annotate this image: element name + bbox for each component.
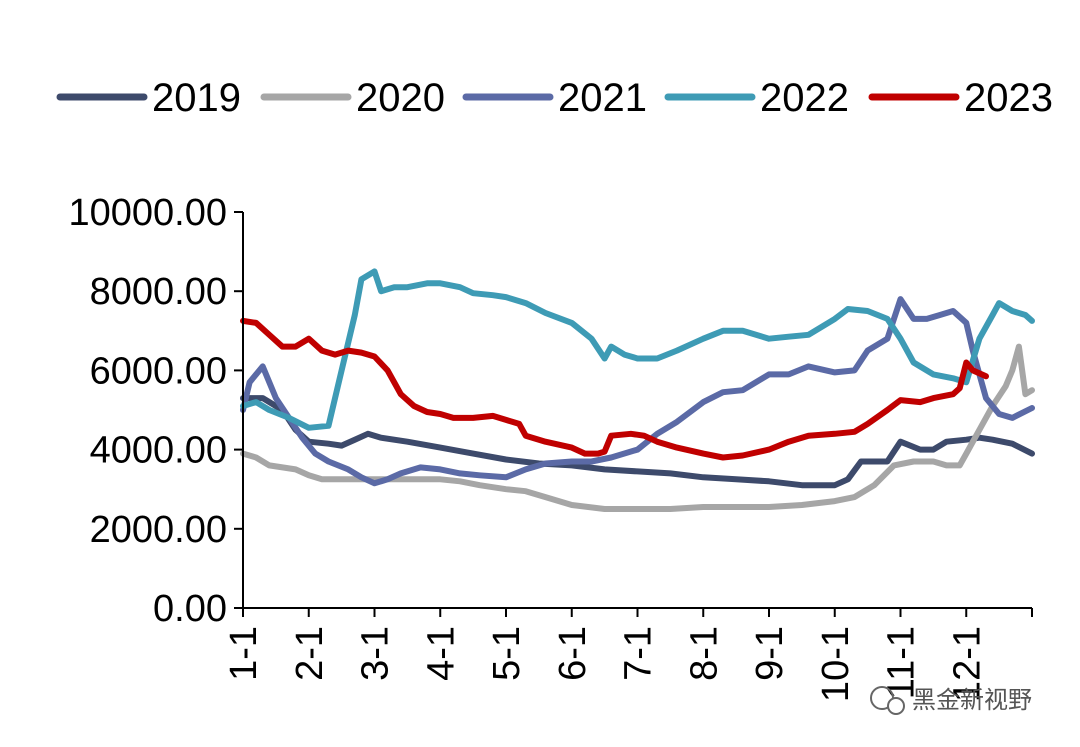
y-tick-label: 6000.00: [90, 350, 227, 392]
series-line-2021: [240, 296, 1035, 487]
watermark: 黑金新视野: [870, 686, 1032, 715]
legend-label-2019: 2019: [152, 76, 241, 120]
x-tick-label: 5-1: [486, 626, 528, 681]
y-axis-ticks: 0.00 2000.00 4000.00 6000.00 8000.00 10000.00: [69, 192, 243, 630]
x-tick-label: 7-1: [618, 626, 660, 681]
legend-label-2022: 2022: [760, 76, 849, 120]
watermark-text: 黑金新视野: [912, 686, 1032, 714]
x-tick-label: 3-1: [355, 626, 397, 681]
y-tick-label: 4000.00: [90, 430, 227, 472]
wechat-icon-bubble-small: [887, 697, 905, 715]
x-tick-label: 6-1: [552, 626, 594, 681]
series-line-2020: [240, 343, 1035, 512]
y-tick-label: 0.00: [153, 588, 227, 630]
x-tick-label: 11-1: [881, 626, 923, 699]
legend-label-2023: 2023: [964, 76, 1053, 120]
y-tick-label: 8000.00: [90, 271, 227, 313]
series-line-2022: [240, 268, 1035, 431]
series-line-2019: [240, 395, 1035, 489]
legend-label-2021: 2021: [558, 76, 647, 120]
y-tick-label: 2000.00: [90, 509, 227, 551]
x-tick-label: 12-1: [946, 626, 988, 702]
x-tick-label: 10-1: [815, 626, 857, 702]
x-axis-ticks: 1-1 2-1 3-1 4-1 5-1 6-1 7-1 8-1 9-1 10-1 11-1 12-1: [223, 608, 1033, 702]
axes: [242, 212, 1032, 609]
series-lines: [240, 268, 1035, 512]
x-tick-label: 2-1: [289, 626, 331, 681]
x-tick-label: 9-1: [749, 626, 791, 681]
legend: 2019 2020 2021 2022 2023: [56, 76, 1053, 120]
series-line-2023: [240, 317, 989, 461]
x-tick-label: 1-1: [223, 626, 265, 681]
x-tick-label: 4-1: [420, 626, 462, 681]
legend-label-2020: 2020: [356, 76, 445, 120]
x-tick-label: 8-1: [683, 626, 725, 681]
y-tick-label: 10000.00: [69, 192, 228, 234]
